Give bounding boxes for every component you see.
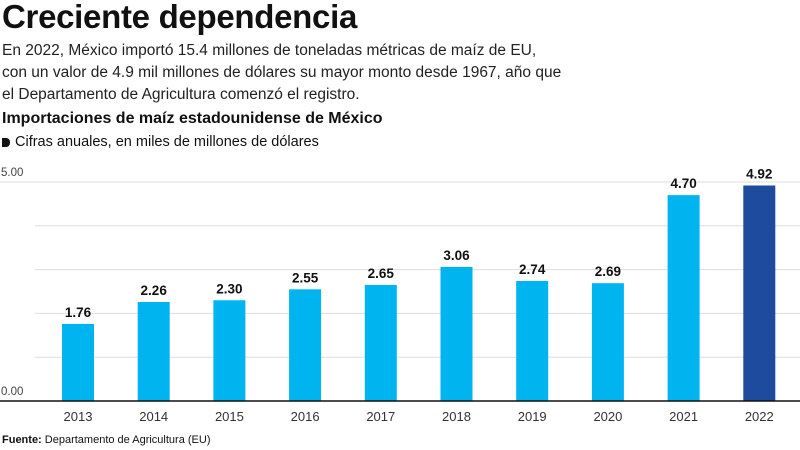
- source-label: Fuente:: [2, 434, 42, 446]
- bar-2021: [667, 195, 700, 401]
- data-label: 2.55: [292, 270, 319, 285]
- y-tick-label: 5.00: [1, 167, 23, 179]
- data-label: 4.70: [670, 176, 696, 191]
- page-title: Creciente dependencia: [2, 0, 357, 35]
- y-tick-label: 0.00: [1, 386, 23, 398]
- x-tick-label: 2019: [518, 409, 547, 424]
- x-tick-label: 2013: [64, 409, 93, 424]
- data-label: 2.74: [519, 262, 546, 277]
- x-tick-label: 2016: [291, 409, 320, 424]
- x-tick-label: 2020: [593, 409, 622, 424]
- chart-units-note: Cifras anuales, en miles de millones de …: [2, 134, 319, 150]
- bar-2020: [591, 283, 624, 401]
- data-label: 2.26: [141, 283, 168, 298]
- x-tick-label: 2014: [139, 409, 168, 424]
- chart-subtitle: Cifras anuales, en miles de millones de …: [15, 134, 319, 150]
- bar-2022: [743, 185, 776, 401]
- source-note: Fuente: Departamento de Agricultura (EU): [2, 434, 210, 446]
- data-label: 4.92: [746, 167, 772, 182]
- x-tick-label: 2018: [442, 409, 471, 424]
- data-label: 3.06: [443, 248, 470, 263]
- bar-2017: [364, 284, 397, 401]
- x-tick-label: 2022: [745, 409, 774, 424]
- bar-2019: [516, 280, 549, 401]
- data-label: 1.76: [65, 305, 92, 320]
- bullet-marker-icon: [2, 137, 10, 147]
- bar-2013: [62, 323, 94, 401]
- bar-2014: [137, 302, 170, 401]
- data-label: 2.69: [595, 264, 621, 279]
- x-tick-label: 2015: [215, 409, 244, 424]
- chart-title: Importaciones de maíz estadounidense de …: [2, 110, 383, 127]
- bar-2015: [213, 300, 246, 401]
- x-tick-label: 2021: [669, 409, 698, 424]
- lead-paragraph: En 2022, México importó 15.4 millones de…: [2, 42, 562, 103]
- bar-2016: [289, 289, 322, 401]
- bar-2018: [440, 266, 473, 401]
- data-label: 2.30: [216, 281, 242, 296]
- source-text: Departamento de Agricultura (EU): [41, 434, 211, 446]
- bar-chart: 5.00 0.00 1.76 2013 2.26 2014 2.30 2015 2.55 2016…: [0, 167, 800, 424]
- data-label: 2.65: [368, 266, 395, 281]
- x-tick-label: 2017: [366, 409, 395, 424]
